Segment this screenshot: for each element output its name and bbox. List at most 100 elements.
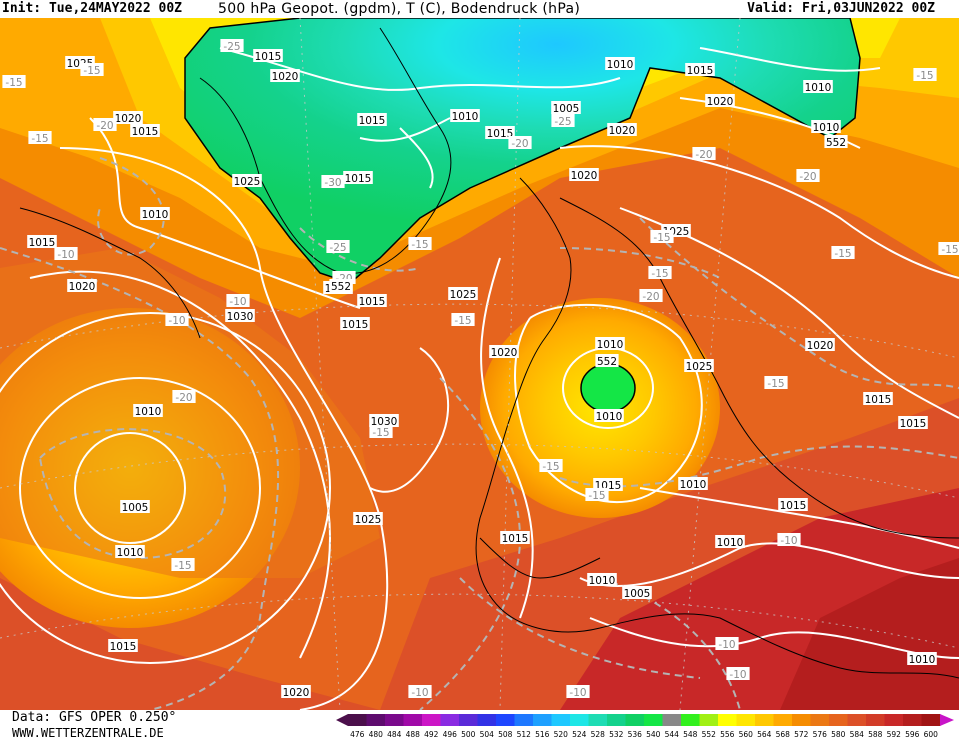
svg-text:1015: 1015 (255, 51, 282, 63)
pressure-label: 1015 (357, 294, 387, 308)
svg-text:1005: 1005 (624, 588, 651, 600)
scale-label: 596 (905, 730, 920, 739)
temperature-label: -20 (639, 289, 663, 303)
scale-swatch (736, 714, 756, 726)
pressure-label: 1020 (489, 345, 519, 359)
cutoff-low (580, 363, 636, 413)
temperature-label: -15 (913, 68, 937, 82)
scale-swatch (903, 714, 922, 726)
scale-swatch (644, 714, 663, 726)
svg-text:-30: -30 (324, 177, 341, 189)
map-title: 500 hPa Geopot. (gpdm), T (C), Bodendruc… (218, 1, 581, 17)
svg-text:-15: -15 (454, 315, 471, 327)
scale-swatch (792, 714, 811, 726)
pressure-label: 1015 (253, 49, 283, 63)
svg-text:1015: 1015 (29, 237, 56, 249)
geopotential-label: 552 (595, 354, 619, 368)
scale-label: 588 (868, 730, 883, 739)
svg-text:-15: -15 (411, 239, 428, 251)
scale-label: 548 (683, 730, 698, 739)
pressure-label: 1015 (898, 416, 928, 430)
pressure-label: 1030 (225, 309, 255, 323)
svg-text:-15: -15 (31, 133, 48, 145)
svg-text:1010: 1010 (596, 411, 623, 423)
svg-text:1025: 1025 (355, 514, 382, 526)
svg-text:1015: 1015 (132, 126, 159, 138)
scale-swatch (699, 714, 719, 726)
svg-text:-10: -10 (718, 639, 735, 651)
temperature-labels: -25 -15 -20 -15 -10 -10 -30 -25 -20 -15 -25 -20 -20 -… (2, 39, 959, 699)
svg-text:1020: 1020 (707, 96, 734, 108)
svg-text:1015: 1015 (502, 533, 529, 545)
scale-swatch (385, 714, 404, 726)
scale-label: 496 (443, 730, 458, 739)
pressure-label: 1020 (67, 279, 97, 293)
temperature-label: -15 (539, 459, 563, 473)
scale-label: 536 (628, 730, 643, 739)
temperature-label: -15 (408, 237, 432, 251)
scale-label: 480 (369, 730, 384, 739)
svg-text:1015: 1015 (780, 500, 807, 512)
svg-text:1010: 1010 (597, 339, 624, 351)
greenland-trough (185, 18, 860, 283)
orange-tongue-west (0, 248, 380, 578)
svg-text:1025: 1025 (234, 176, 261, 188)
temperature-label: -25 (551, 114, 575, 128)
pressure-label: 1005 (551, 101, 581, 115)
svg-text:1010: 1010 (142, 209, 169, 221)
svg-text:-15: -15 (372, 427, 389, 439)
scale-label: 568 (776, 730, 791, 739)
scale-label: 532 (609, 730, 624, 739)
scale-label: 564 (757, 730, 772, 739)
temperature-label: -25 (220, 39, 244, 53)
website: WWW.WETTERZENTRALE.DE (12, 726, 164, 740)
scale-label: 580 (831, 730, 846, 739)
pressure-label: 1010 (115, 545, 145, 559)
pressure-label: 1015 (340, 317, 370, 331)
color-scale-legend: 476 480 484 488 492 496 500 504 508 512 516 520 524 5… (336, 714, 954, 739)
coastlines (19, 27, 959, 679)
svg-text:1010: 1010 (805, 82, 832, 94)
scale-swatch (533, 714, 552, 726)
svg-text:-20: -20 (96, 120, 113, 132)
pressure-label: 1010 (715, 535, 745, 549)
svg-text:1010: 1010 (117, 547, 144, 559)
pressure-label: 1015 (357, 113, 387, 127)
scale-label: 488 (406, 730, 421, 739)
pressure-label: 1010 (803, 80, 833, 94)
pressure-label: 1020 (281, 685, 311, 699)
pressure-label: 1010 (594, 409, 624, 423)
pressure-label: 1025 (232, 174, 262, 188)
scale-swatch (607, 714, 626, 726)
init-time: Init: Tue,24MAY2022 00Z (2, 1, 183, 16)
scale-swatch (348, 714, 367, 726)
scale-arrow-right (940, 714, 954, 726)
temperature-label: -15 (451, 313, 475, 327)
svg-text:1010: 1010 (909, 654, 936, 666)
temperature-label: -15 (369, 425, 393, 439)
temperature-label: -20 (93, 118, 117, 132)
svg-text:-15: -15 (83, 65, 100, 77)
svg-text:1020: 1020 (609, 125, 636, 137)
scale-label: 560 (739, 730, 754, 739)
scale-swatch (847, 714, 867, 726)
temperature-label: -20 (172, 390, 196, 404)
pressure-label: 1020 (805, 338, 835, 352)
svg-text:1020: 1020 (807, 340, 834, 352)
pressure-label: 1025 (684, 359, 714, 373)
pressure-label: 1010 (678, 477, 708, 491)
svg-text:-25: -25 (223, 41, 240, 53)
temperature-label: -15 (80, 63, 104, 77)
svg-text:-10: -10 (229, 296, 246, 308)
svg-text:1015: 1015 (110, 641, 137, 653)
temperature-label: -20 (692, 147, 716, 161)
scale-label: 576 (813, 730, 828, 739)
temperature-label: -15 (831, 246, 855, 260)
weather-map: 1025 1015 1020 1020 1015 1025 1010 1015 1020 1030… (0, 18, 959, 710)
geopotential-label: 552 (824, 135, 848, 149)
pressure-label: 1015 (685, 63, 715, 77)
svg-text:-15: -15 (588, 490, 605, 502)
hot-zone-east (780, 558, 959, 710)
svg-text:-20: -20 (511, 138, 528, 150)
temperature-label: -25 (326, 240, 350, 254)
